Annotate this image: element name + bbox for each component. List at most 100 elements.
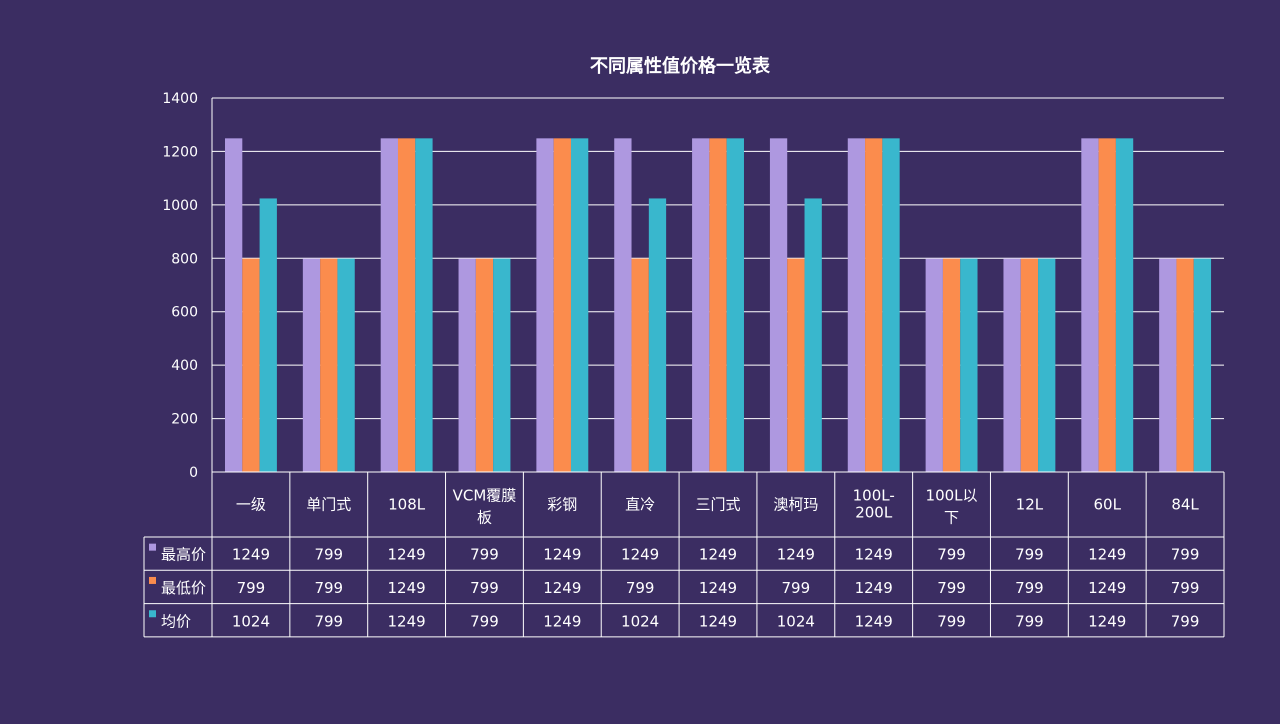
x-tick-label: 三门式 xyxy=(695,496,740,514)
bar xyxy=(631,258,649,472)
bar xyxy=(882,138,900,473)
bar xyxy=(1038,258,1056,472)
data-label: 1249 xyxy=(777,546,815,564)
data-label: 1249 xyxy=(621,546,659,564)
x-tick-label: 12L xyxy=(1016,496,1044,514)
data-table: 一级 单门式 108L VCM覆膜板 彩钢 直冷 三门式 澳柯玛 100L-200L 100L以下… xyxy=(143,471,1225,638)
data-label: 1249 xyxy=(1088,546,1126,564)
data-label: 799 xyxy=(1171,546,1200,564)
bar xyxy=(570,138,589,473)
bar xyxy=(709,138,727,473)
data-label: 1249 xyxy=(388,612,426,630)
bar xyxy=(415,138,433,473)
bar xyxy=(1115,138,1134,473)
x-tick-label: VCM覆膜板 xyxy=(453,487,517,527)
data-label: 1249 xyxy=(543,612,581,630)
bars xyxy=(225,138,1212,473)
data-label: 799 xyxy=(314,546,343,564)
bar xyxy=(769,138,788,473)
data-label: 1249 xyxy=(699,612,737,630)
y-tick-label: 1400 xyxy=(162,91,198,107)
bar xyxy=(380,138,398,473)
data-label: 1024 xyxy=(777,612,815,630)
bar xyxy=(475,258,494,472)
legend-label: 最高价 xyxy=(161,546,206,564)
data-label: 799 xyxy=(937,546,966,564)
data-label: 799 xyxy=(237,579,266,597)
bar xyxy=(692,138,710,473)
data-label: 799 xyxy=(1015,579,1044,597)
data-label: 799 xyxy=(1171,612,1200,630)
legend-swatch xyxy=(149,576,156,584)
data-label: 1249 xyxy=(1088,612,1126,630)
bar xyxy=(648,198,667,472)
data-label: 1249 xyxy=(855,546,893,564)
data-label: 799 xyxy=(782,579,811,597)
data-label: 799 xyxy=(626,579,655,597)
x-tick-label: 100L以下 xyxy=(926,487,978,527)
bar xyxy=(1193,258,1212,472)
data-label: 799 xyxy=(314,612,343,630)
y-tick-label: 200 xyxy=(171,412,198,428)
bar xyxy=(1020,258,1039,472)
x-tick-label: 彩钢 xyxy=(547,496,577,514)
bar xyxy=(259,198,277,472)
bar xyxy=(942,258,961,472)
data-label: 799 xyxy=(937,612,966,630)
bar xyxy=(925,258,943,472)
x-tick-label: 直冷 xyxy=(625,496,655,514)
legend-swatch xyxy=(149,543,156,551)
bar xyxy=(320,258,338,472)
chart-title: 不同属性值价格一览表 xyxy=(590,55,771,77)
data-label: 1024 xyxy=(621,612,659,630)
bar xyxy=(865,138,883,473)
legend-label: 均价 xyxy=(161,612,191,630)
y-tick-label: 1000 xyxy=(162,198,198,214)
legend-label: 最低价 xyxy=(161,579,206,597)
data-label: 799 xyxy=(937,579,966,597)
y-tick-label: 600 xyxy=(171,305,198,321)
data-label: 1249 xyxy=(388,546,426,564)
data-label: 799 xyxy=(1015,546,1044,564)
data-label: 1249 xyxy=(699,579,737,597)
bar xyxy=(1081,138,1099,473)
data-label: 799 xyxy=(1171,579,1200,597)
data-label: 1249 xyxy=(699,546,737,564)
y-tick-label: 800 xyxy=(171,251,198,267)
data-label: 799 xyxy=(314,579,343,597)
bar xyxy=(458,258,476,472)
data-label: 1249 xyxy=(855,612,893,630)
data-label: 1249 xyxy=(232,546,270,564)
bar xyxy=(1098,138,1116,473)
y-axis: 0 200 400 600 800 1000 1200 1400 xyxy=(162,91,213,481)
x-tick-label: 108L xyxy=(388,496,426,514)
data-label: 1249 xyxy=(1088,579,1126,597)
x-tick-label: 单门式 xyxy=(306,496,351,514)
bar xyxy=(1159,258,1177,472)
bar xyxy=(225,138,243,473)
bar xyxy=(726,138,744,473)
bar xyxy=(242,258,260,472)
x-tick-label: 澳柯玛 xyxy=(773,496,818,514)
data-label: 1249 xyxy=(855,579,893,597)
bar xyxy=(397,138,416,473)
data-label: 1249 xyxy=(543,579,581,597)
y-tick-label: 0 xyxy=(189,465,198,481)
bar xyxy=(1176,258,1194,472)
y-tick-label: 400 xyxy=(171,358,198,374)
data-label: 1024 xyxy=(232,612,270,630)
x-tick-label: 84L xyxy=(1171,496,1199,514)
bar xyxy=(787,258,805,472)
bar xyxy=(847,138,866,473)
bar xyxy=(1003,258,1021,472)
x-tick-label: 100L-200L xyxy=(853,487,895,522)
data-label: 1249 xyxy=(543,546,581,564)
data-label: 799 xyxy=(470,612,499,630)
legend-swatch xyxy=(149,610,156,618)
y-tick-label: 1200 xyxy=(162,144,198,160)
bar xyxy=(493,258,511,472)
bar xyxy=(302,258,321,472)
x-tick-label: 一级 xyxy=(236,496,266,514)
data-label: 799 xyxy=(1015,612,1044,630)
bar xyxy=(804,198,822,472)
